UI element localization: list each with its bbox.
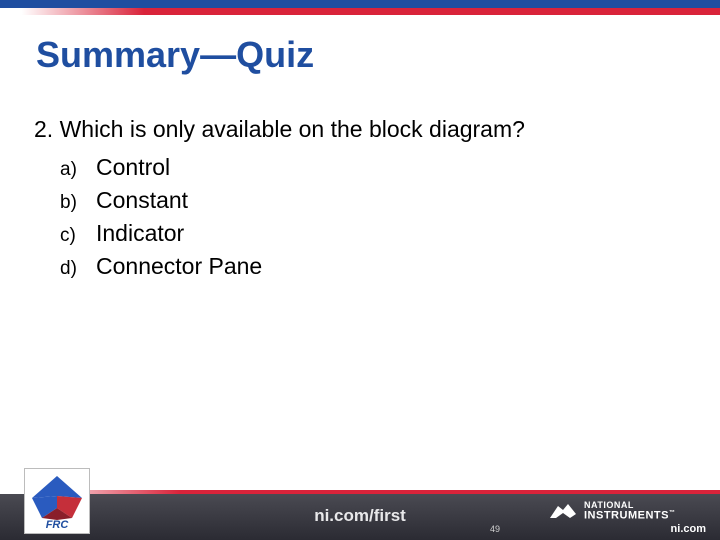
top-stripe-blue (0, 0, 720, 8)
quiz-option: b) Constant (60, 187, 262, 214)
ni-eagle-icon (548, 500, 578, 522)
ni-url: ni.com (548, 523, 706, 535)
quiz-option: d) Connector Pane (60, 253, 262, 280)
slide: Summary—Quiz 2. Which is only available … (0, 0, 720, 540)
ni-logo: NATIONAL INSTRUMENTS™ ni.com (548, 500, 706, 534)
quiz-option: c) Indicator (60, 220, 262, 247)
page-number: 49 (490, 524, 500, 534)
top-stripe-red (0, 8, 720, 15)
option-text: Connector Pane (96, 253, 262, 280)
option-text: Constant (96, 187, 188, 214)
quiz-question: 2. Which is only available on the block … (34, 116, 525, 143)
option-letter: d) (60, 258, 96, 280)
ni-logo-bottom: INSTRUMENTS™ (584, 510, 675, 522)
option-letter: b) (60, 192, 96, 214)
quiz-options: a) Control b) Constant c) Indicator d) C… (60, 154, 262, 286)
option-letter: c) (60, 225, 96, 247)
option-text: Indicator (96, 220, 184, 247)
quiz-option: a) Control (60, 154, 262, 181)
option-letter: a) (60, 159, 96, 181)
option-text: Control (96, 154, 170, 181)
slide-title: Summary—Quiz (36, 34, 314, 76)
